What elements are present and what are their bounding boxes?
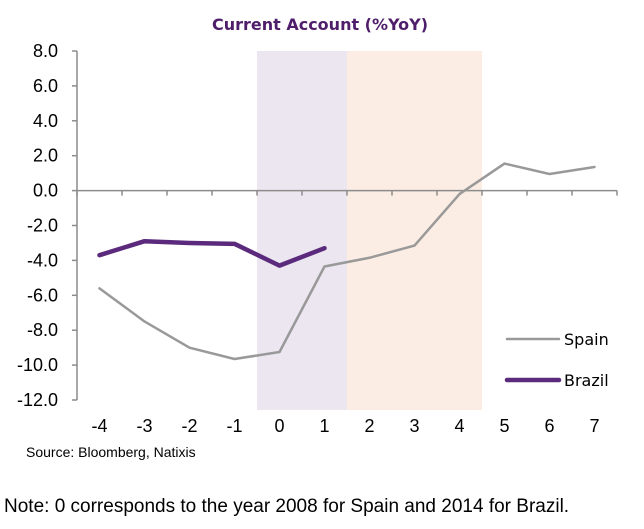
x-tick-label: -1 <box>226 416 242 436</box>
y-tick-label: -12.0 <box>17 390 58 410</box>
series-line-brazil <box>97 238 327 268</box>
x-tick-label: 4 <box>454 416 464 436</box>
y-tick-label: 6.0 <box>33 76 58 96</box>
legend: Spain Brazil <box>504 330 609 390</box>
legend-label-spain: Spain <box>564 330 609 349</box>
y-tick-label: -8.0 <box>27 320 58 340</box>
x-tick-label: 2 <box>364 416 374 436</box>
y-tick-label: -4.0 <box>27 250 58 270</box>
shaded-region-0 <box>257 51 347 410</box>
source-note: Source: Bloomberg, Natixis <box>26 444 196 460</box>
series-lines <box>97 162 596 361</box>
y-tick-label: 8.0 <box>33 41 58 61</box>
series-line-spain <box>98 162 596 361</box>
chart: Current Account (%YoY) 8.0 6.0 4.0 2.0 0.0 -2… <box>17 15 618 436</box>
y-tick-label: -10.0 <box>17 355 58 375</box>
y-tick-label: 0.0 <box>33 181 58 201</box>
chart-title: Current Account (%YoY) <box>212 15 428 34</box>
shaded-region-1 <box>347 51 482 410</box>
x-tick-label: -4 <box>91 416 107 436</box>
axes: 8.0 6.0 4.0 2.0 0.0 -2.0 -4.0 -6.0 -8.0 -10.0 -12.… <box>17 41 618 436</box>
y-tick-label: -2.0 <box>27 216 58 236</box>
x-tick-label: 6 <box>544 416 554 436</box>
legend-label-brazil: Brazil <box>564 371 609 390</box>
y-tick-label: 2.0 <box>33 146 58 166</box>
x-tick-label: 7 <box>589 416 599 436</box>
x-tick-label: -3 <box>136 416 152 436</box>
footnote: Note: 0 corresponds to the year 2008 for… <box>4 496 570 517</box>
shaded-regions <box>257 51 482 410</box>
x-tick-label: 5 <box>499 416 509 436</box>
x-tick-label: -2 <box>181 416 197 436</box>
y-tick-label: -6.0 <box>27 285 58 305</box>
y-tick-label: 4.0 <box>33 111 58 131</box>
x-tick-label: 0 <box>274 416 284 436</box>
x-tick-label: 3 <box>409 416 419 436</box>
x-tick-label: 1 <box>319 416 329 436</box>
